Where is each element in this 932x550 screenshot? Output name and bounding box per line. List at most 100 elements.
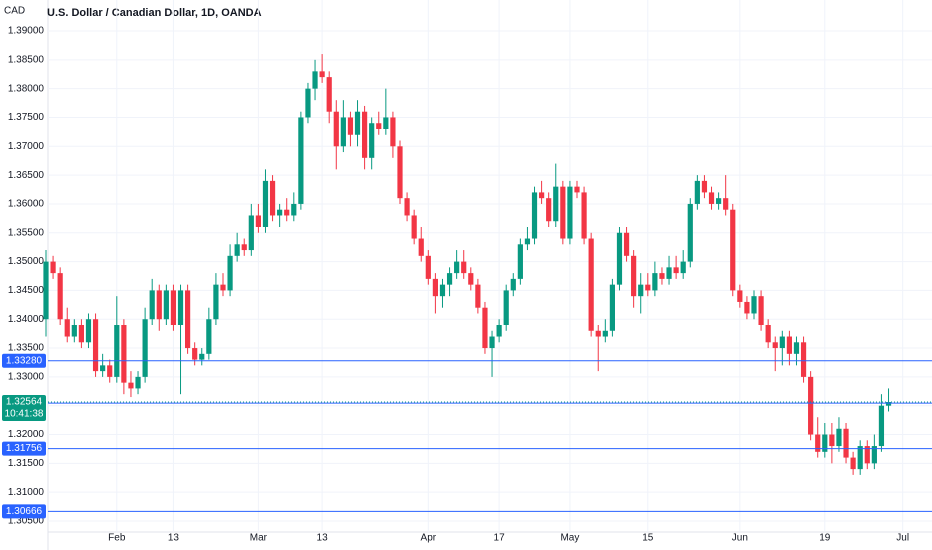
candle-body [439,284,446,297]
countdown-label: 10:41:38 [5,409,44,420]
y-tick-label: 1.31000 [8,487,45,498]
candle-body [673,267,679,274]
candle-body [659,273,665,279]
candle-body [135,376,141,389]
x-tick-label: 19 [819,533,831,544]
candle-body [114,325,120,377]
price-badge-label: 1.33280 [6,355,43,366]
candle-body [227,255,233,291]
candle-body [192,348,198,360]
candle-body [454,261,460,274]
candle-body [425,255,431,279]
candle-body [553,186,559,222]
candle-body [78,325,84,343]
y-tick-label: 1.37000 [8,141,45,152]
candle-body [524,238,531,245]
y-tick-label: 1.35500 [8,227,45,238]
candle-body [793,342,800,354]
candle-body [100,365,106,372]
candle-body [531,192,538,239]
price-badge [2,441,46,456]
candle-body [213,284,219,320]
candle-body [397,146,403,199]
last-price-label: 1.32564 [6,397,43,408]
candle-body [539,192,545,199]
candle-body [149,290,155,320]
candle-body [829,434,835,447]
candle-body [815,434,821,452]
y-tick-label: 1.34500 [8,285,45,296]
candle-body [808,376,814,435]
candle-body [652,273,658,291]
candle-body [623,232,630,256]
candle-body [588,238,594,331]
candle-body [631,255,637,297]
candles [43,54,892,475]
candle-body [609,284,615,331]
candle-body [567,186,573,239]
candle-body [786,336,792,354]
candle-body [390,117,396,147]
candle-body [432,278,438,297]
price-badge [2,353,46,368]
candle-body [857,446,863,470]
candle-body [595,330,601,337]
candle-body [291,203,297,216]
candle-body [574,186,580,193]
candle-body [298,117,304,204]
y-tick-label: 1.38500 [8,54,45,65]
candle-body [772,342,778,349]
price-badge-label: 1.31756 [6,443,43,454]
candle-body [446,273,453,285]
candle-body [737,290,743,302]
candle-body [206,319,212,354]
price-badge-label: 1.30666 [6,506,43,517]
y-tick-label: 1.38000 [8,83,45,94]
candle-body [666,267,672,279]
candle-body [716,198,722,204]
chart-title: U.S. Dollar / Canadian Dollar, 1D, OANDA [47,7,262,19]
candle-body [885,402,892,406]
y-tick-label: 1.39000 [8,26,45,37]
candle-body [645,284,651,291]
candle-body [850,457,856,470]
candle-body [347,117,354,135]
candle-body [269,180,276,216]
candle-body [723,198,729,210]
candle-body [326,77,332,112]
candle-body [503,290,509,325]
candle-body [489,336,495,349]
candle-body [199,353,205,360]
candle-body [602,330,608,337]
y-tick-label: 1.32000 [8,429,45,440]
candle-body [758,296,764,325]
candle-body [822,434,828,452]
candle-body [779,336,785,349]
candle-body [177,290,184,325]
candle-body [64,319,70,337]
x-tick-label: 15 [642,533,654,544]
candle-body [836,428,842,447]
y-tick-label: 1.33500 [8,343,45,354]
candle-body [170,290,177,325]
candle-body [765,325,771,343]
x-tick-label: 13 [168,533,180,544]
y-tick-label: 1.36000 [8,199,45,210]
candle-body [57,273,63,320]
y-tick-label: 1.33000 [8,372,45,383]
x-tick-label: 17 [494,533,506,544]
y-tick-label: 1.37500 [8,112,45,123]
y-axis-label: CAD [4,6,25,17]
candle-body [560,186,566,239]
candle-body [680,261,686,274]
candle-body [496,325,502,337]
candle-body [383,117,389,129]
candle-body [616,232,623,285]
candle-body [142,319,148,377]
candle-body [708,192,715,204]
candle-body [128,382,134,389]
x-tick-label: Apr [421,533,437,544]
candle-body [185,290,191,349]
candle-body [255,215,261,227]
